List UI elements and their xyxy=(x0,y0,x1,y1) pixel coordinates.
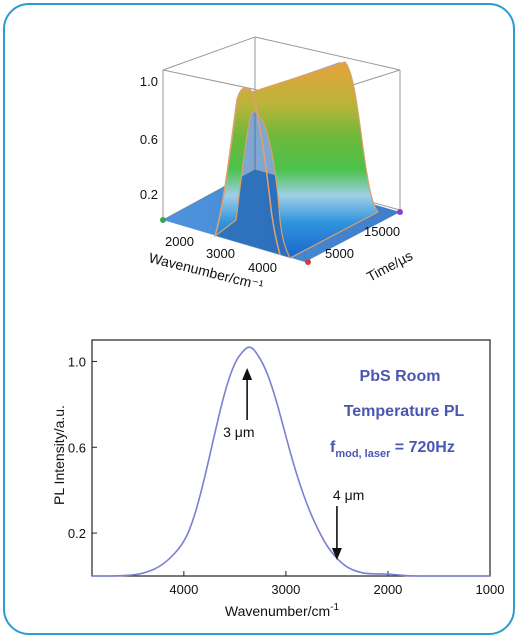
line-plot: 1.0 0.6 0.2 4000 3000 2000 1000 PL Intensity/… xyxy=(51,339,504,619)
surface-y-tick-1: 15000 xyxy=(364,224,400,239)
arrow-4um-head xyxy=(331,548,342,560)
x-tick-label-0: 4000 xyxy=(169,582,198,597)
series-0-line xyxy=(92,346,490,577)
surface-plot: 1.0 0.6 0.2 2000 3000 4000 5000 15000 Wa… xyxy=(140,36,415,293)
note-f-value: = 720Hz xyxy=(390,439,454,456)
surface-marker-purple xyxy=(397,209,403,215)
x-axis-label: Wavenumber/cm-1 xyxy=(225,602,340,619)
annotation-4um: 4 μm xyxy=(333,487,364,503)
surface-z-tick-0: 1.0 xyxy=(140,74,158,89)
y-tick-label-1: 0.6 xyxy=(68,440,86,455)
plot-area xyxy=(91,339,491,577)
surface-z-tick-1: 0.6 xyxy=(140,132,158,147)
x-axis-label-sup: -1 xyxy=(330,602,339,613)
surface-ridge-front-edge xyxy=(214,87,281,256)
y-ticks: 1.0 0.6 0.2 xyxy=(68,354,97,541)
annotation-3um: 3 μm xyxy=(223,424,254,440)
note-f: f xyxy=(330,439,336,456)
arrow-3um-head xyxy=(242,368,253,380)
y-axis-label: PL Intensity/a.u. xyxy=(51,405,67,505)
y-tick-label-2: 0.2 xyxy=(68,526,86,541)
x-tick-label-2: 2000 xyxy=(373,582,402,597)
surface-x-tick-2: 4000 xyxy=(248,260,277,275)
note-line2: Temperature PL xyxy=(344,403,465,420)
x-axis-label-text: Wavenumber/cm xyxy=(225,603,330,619)
surface-y-tick-0: 5000 xyxy=(325,246,354,261)
surface-marker-green xyxy=(160,217,166,223)
note-f-sub: mod, laser xyxy=(335,448,391,460)
note-line1: PbS Room xyxy=(360,368,441,385)
x-tick-label-1: 3000 xyxy=(271,582,300,597)
surface-x-tick-1: 3000 xyxy=(206,246,235,261)
x-tick-label-3: 1000 xyxy=(476,582,505,597)
surface-y-label: Time/µs xyxy=(364,247,415,284)
surface-marker-red xyxy=(305,259,311,265)
surface-x-tick-0: 2000 xyxy=(165,234,194,249)
y-tick-label-0: 1.0 xyxy=(68,354,86,369)
x-ticks: 4000 3000 2000 1000 xyxy=(169,571,504,597)
surface-z-tick-2: 0.2 xyxy=(140,187,158,202)
note-frequency: fmod, laser = 720Hz xyxy=(330,439,455,460)
